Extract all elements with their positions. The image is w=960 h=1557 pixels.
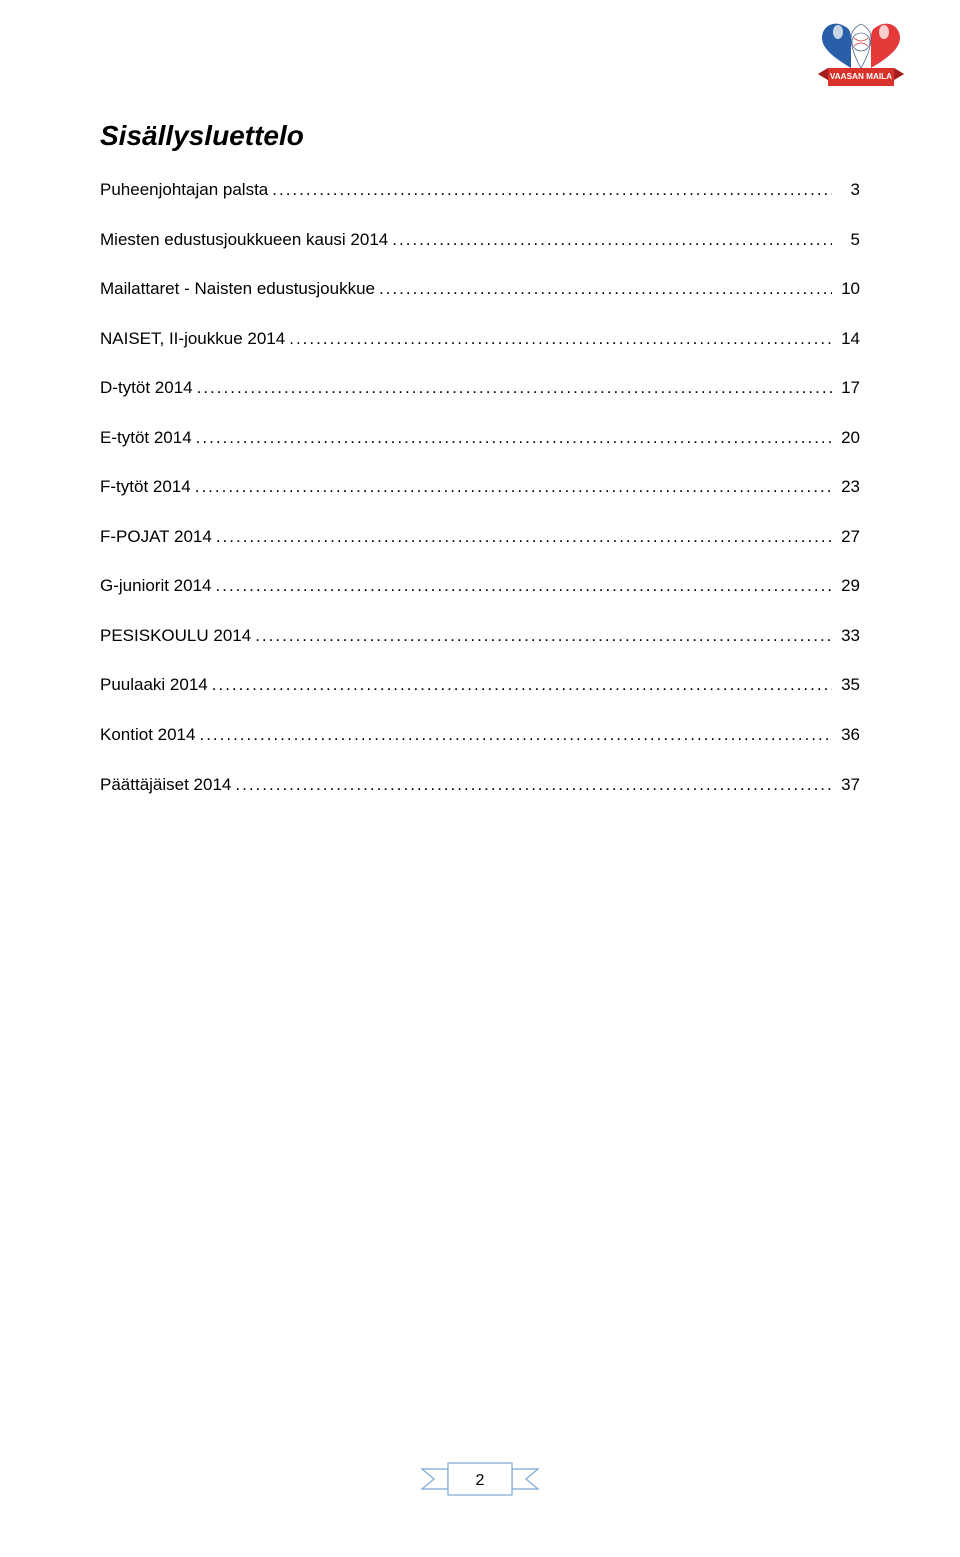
ribbon-right-icon [512, 1469, 538, 1489]
banner-tail-left [818, 68, 828, 80]
toc-entry: Puheenjohtajan palsta 3 [100, 180, 860, 200]
heart-highlight-left [833, 25, 843, 39]
toc-entry-label: G-juniorit 2014 [100, 576, 216, 596]
toc-leader-dots [216, 527, 832, 547]
ball-icon [852, 33, 870, 51]
toc-title: Sisällysluettelo [100, 120, 860, 152]
toc-entry-page: 36 [832, 725, 860, 745]
toc-leader-dots [197, 378, 832, 398]
ribbon-left-icon [422, 1469, 448, 1489]
toc-entry-label: Mailattaret - Naisten edustusjoukkue [100, 279, 379, 299]
toc-entry: NAISET, II-joukkue 2014 14 [100, 329, 860, 349]
toc-entry-page: 14 [832, 329, 860, 349]
toc-entry-page: 17 [832, 378, 860, 398]
toc-entry-label: Miesten edustusjoukkueen kausi 2014 [100, 230, 392, 250]
toc-entry: F-tytöt 2014 23 [100, 477, 860, 497]
toc-entry: Puulaaki 2014 35 [100, 675, 860, 695]
toc-entry: Kontiot 2014 36 [100, 725, 860, 745]
toc-leader-dots [199, 725, 832, 745]
toc-entry-page: 37 [832, 775, 860, 795]
document-page: VAASAN MAILA Sisällysluettelo Puheenjoht… [0, 0, 960, 1557]
toc-entry-page: 10 [832, 279, 860, 299]
toc-entry-label: D-tytöt 2014 [100, 378, 197, 398]
toc-leader-dots [235, 775, 832, 795]
toc-leader-dots [216, 576, 832, 596]
toc-leader-dots [255, 626, 832, 646]
toc-leader-dots [392, 230, 832, 250]
toc-entry-label: NAISET, II-joukkue 2014 [100, 329, 289, 349]
logo-banner-text: VAASAN MAILA [830, 72, 892, 81]
table-of-contents: Puheenjohtajan palsta 3 Miesten edustusj… [100, 180, 860, 794]
toc-leader-dots [289, 329, 832, 349]
toc-leader-dots [212, 675, 832, 695]
page-number-ribbon: 2 [420, 1455, 540, 1503]
toc-entry-label: Puheenjohtajan palsta [100, 180, 272, 200]
toc-entry-page: 20 [832, 428, 860, 448]
toc-entry-page: 23 [832, 477, 860, 497]
toc-entry: Miesten edustusjoukkueen kausi 2014 5 [100, 230, 860, 250]
toc-entry-label: F-POJAT 2014 [100, 527, 216, 547]
heart-highlight-right [879, 25, 889, 39]
toc-entry-label: Kontiot 2014 [100, 725, 199, 745]
toc-leader-dots [272, 180, 832, 200]
toc-entry: PESISKOULU 2014 33 [100, 626, 860, 646]
toc-entry-label: Päättäjäiset 2014 [100, 775, 235, 795]
toc-entry-page: 5 [832, 230, 860, 250]
toc-leader-dots [379, 279, 832, 299]
toc-leader-dots [196, 428, 832, 448]
toc-entry: F-POJAT 2014 27 [100, 527, 860, 547]
toc-entry-label: E-tytöt 2014 [100, 428, 196, 448]
club-logo: VAASAN MAILA [816, 18, 906, 93]
toc-entry-page: 3 [832, 180, 860, 200]
page-number-text: 2 [476, 1472, 485, 1489]
toc-entry: E-tytöt 2014 20 [100, 428, 860, 448]
toc-entry: D-tytöt 2014 17 [100, 378, 860, 398]
toc-entry-label: F-tytöt 2014 [100, 477, 195, 497]
toc-entry-label: Puulaaki 2014 [100, 675, 212, 695]
banner-tail-right [894, 68, 904, 80]
toc-entry: G-juniorit 2014 29 [100, 576, 860, 596]
toc-entry-page: 29 [832, 576, 860, 596]
toc-entry-page: 27 [832, 527, 860, 547]
toc-entry: Mailattaret - Naisten edustusjoukkue 10 [100, 279, 860, 299]
toc-entry: Päättäjäiset 2014 37 [100, 775, 860, 795]
toc-entry-page: 33 [832, 626, 860, 646]
toc-leader-dots [195, 477, 832, 497]
toc-entry-label: PESISKOULU 2014 [100, 626, 255, 646]
toc-entry-page: 35 [832, 675, 860, 695]
